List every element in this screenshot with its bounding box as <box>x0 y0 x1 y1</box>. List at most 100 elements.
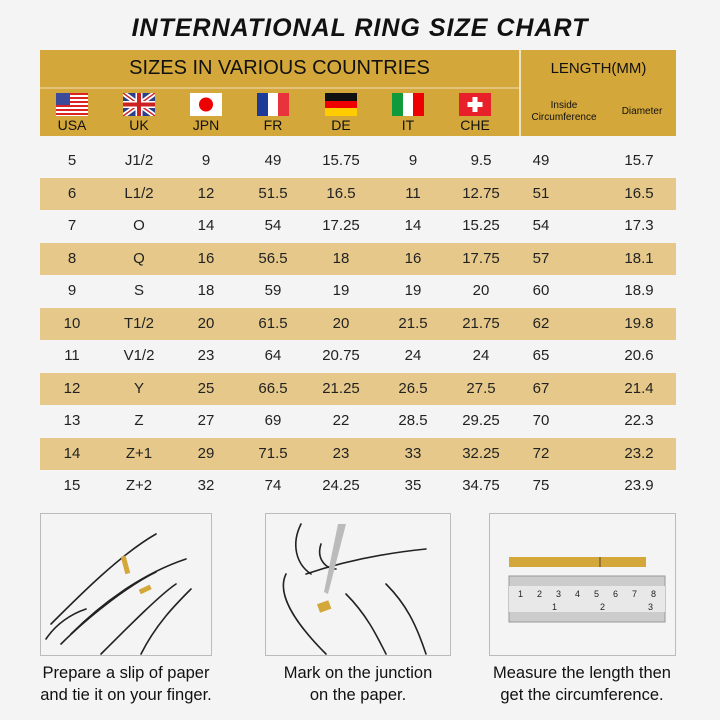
cell-che: 32.25 <box>462 444 500 462</box>
cell-de: 22 <box>332 412 350 429</box>
cell-jpn: 18 <box>197 282 215 299</box>
step-1-illustration <box>40 513 212 656</box>
cell-diameter: 15.7 <box>624 152 654 169</box>
ruler-cm-mark: 3 <box>556 589 561 599</box>
table-row: 5 J1/2 9 49 15.75 9 9.5 49 15.7 <box>40 145 676 178</box>
cell-it: 28.5 <box>398 412 428 429</box>
cell-inside-circumference: 72 <box>532 444 550 462</box>
cell-diameter: 16.5 <box>624 184 654 202</box>
cell-fr: 51.5 <box>258 184 288 202</box>
ruler-cm-mark: 2 <box>537 589 542 599</box>
cell-de: 20.75 <box>322 347 360 364</box>
cell-usa: 6 <box>67 184 77 202</box>
country-jpn: JPN <box>192 117 220 133</box>
cell-che: 27.5 <box>466 379 496 397</box>
cell-uk: J1/2 <box>124 152 154 169</box>
cell-usa: 15 <box>63 477 81 494</box>
cell-inside-circumference: 60 <box>532 282 550 299</box>
ruler-cm-mark: 8 <box>651 589 656 599</box>
cell-che: 24 <box>472 347 490 364</box>
cell-inside-circumference: 57 <box>532 249 550 267</box>
cell-it: 14 <box>404 217 422 234</box>
japan-flag-icon <box>190 93 222 116</box>
cell-jpn: 12 <box>197 184 215 202</box>
cell-usa: 10 <box>63 314 81 332</box>
table-row: 10 T1/2 20 61.5 20 21.5 21.75 62 19.8 <box>40 307 676 340</box>
table-row: 12 Y 25 66.5 21.25 26.5 27.5 67 21.4 <box>40 372 676 405</box>
divider <box>519 50 521 136</box>
cell-it: 26.5 <box>398 379 428 397</box>
cell-uk: L1/2 <box>124 184 154 202</box>
caption-line: Measure the length then <box>493 664 671 682</box>
cell-jpn: 23 <box>197 347 215 364</box>
switzerland-flag-icon <box>459 93 491 116</box>
cell-it: 21.5 <box>398 314 428 332</box>
cell-it: 9 <box>408 152 418 169</box>
cell-usa: 9 <box>67 282 77 299</box>
cell-diameter: 19.8 <box>624 314 654 332</box>
cell-de: 17.25 <box>322 217 360 234</box>
cell-jpn: 14 <box>197 217 215 234</box>
cell-che: 29.25 <box>462 412 500 429</box>
ruler-inch-mark: 1 <box>552 602 557 612</box>
ruler-cm-mark: 5 <box>594 589 599 599</box>
sizes-heading: SIZES IN VARIOUS COUNTRIES <box>129 57 430 79</box>
cell-jpn: 32 <box>197 477 215 494</box>
cell-diameter: 18.9 <box>624 282 654 299</box>
cell-che: 15.25 <box>462 217 500 234</box>
country-de: DE <box>331 117 351 133</box>
step-2-illustration <box>265 513 451 656</box>
country-uk: UK <box>129 117 149 133</box>
cell-usa: 8 <box>67 249 77 267</box>
cell-uk: O <box>133 217 145 234</box>
caption-line: Prepare a slip of paper <box>42 664 210 682</box>
paper-strip <box>509 557 646 567</box>
cell-inside-circumference: 75 <box>532 477 550 494</box>
cell-diameter: 23.9 <box>624 477 654 494</box>
cell-uk: Z+1 <box>125 444 153 462</box>
table-header: SIZES IN VARIOUS COUNTRIES LENGTH(MM) US… <box>40 50 676 136</box>
cell-de: 16.5 <box>326 184 356 202</box>
ruler-cm-mark: 7 <box>632 589 637 599</box>
cell-fr: 66.5 <box>258 379 288 397</box>
caption-line: on the paper. <box>309 686 407 704</box>
cell-de: 19 <box>332 282 350 299</box>
table-row: 11 V1/2 23 64 20.75 24 24 65 20.6 <box>40 340 676 373</box>
country-it: IT <box>401 117 415 133</box>
caption-line: get the circumference. <box>500 686 664 704</box>
length-heading: LENGTH(MM) <box>550 60 647 77</box>
cell-usa: 7 <box>67 217 77 234</box>
divider <box>40 87 519 89</box>
cell-fr: 74 <box>264 477 282 494</box>
cell-jpn: 20 <box>197 314 215 332</box>
cell-usa: 12 <box>63 379 81 397</box>
cell-diameter: 20.6 <box>624 347 654 364</box>
cell-usa: 13 <box>63 412 81 429</box>
table-row: 15 Z+2 32 74 24.25 35 34.75 75 23.9 <box>40 470 676 503</box>
country-che: CHE <box>460 117 490 133</box>
cell-fr: 56.5 <box>258 249 288 267</box>
ruler-inch-mark: 2 <box>600 602 605 612</box>
table-row: 7 O 14 54 17.25 14 15.25 54 17.3 <box>40 210 676 243</box>
cell-inside-circumference: 62 <box>532 314 550 332</box>
cell-jpn: 29 <box>197 444 215 462</box>
cell-che: 21.75 <box>462 314 500 332</box>
step-1-caption: Prepare a slip of paper and tie it on yo… <box>20 662 232 706</box>
step-2-caption: Mark on the junction on the paper. <box>250 662 466 706</box>
table-row: 8 Q 16 56.5 18 16 17.75 57 18.1 <box>40 242 676 275</box>
cell-usa: 5 <box>67 152 77 169</box>
cell-uk: S <box>133 282 144 299</box>
cell-it: 19 <box>404 282 422 299</box>
cell-jpn: 25 <box>197 379 215 397</box>
cell-fr: 61.5 <box>258 314 288 332</box>
cell-inside-circumference: 49 <box>532 152 550 169</box>
cell-de: 15.75 <box>322 152 360 169</box>
cell-it: 16 <box>404 249 422 267</box>
ruler-cm-mark: 4 <box>575 589 580 599</box>
ruler-with-paper-icon: 1 2 3 4 5 6 7 81 2 3 <box>508 557 666 623</box>
cell-diameter: 18.1 <box>624 249 654 267</box>
step-3-caption: Measure the length then get the circumfe… <box>472 662 692 706</box>
cell-it: 33 <box>404 444 422 462</box>
cell-fr: 64 <box>264 347 282 364</box>
cell-che: 9.5 <box>470 152 492 169</box>
